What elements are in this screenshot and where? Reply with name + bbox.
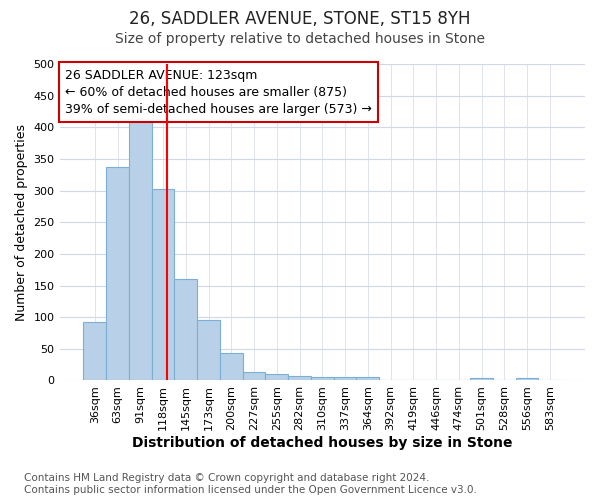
Text: Contains HM Land Registry data © Crown copyright and database right 2024.
Contai: Contains HM Land Registry data © Crown c… [24,474,477,495]
Bar [152,188,175,380]
Y-axis label: Number of detached properties: Number of detached properties [15,124,28,320]
Bar [515,378,538,380]
Bar [334,378,356,380]
Bar [356,378,379,380]
Text: 26, SADDLER AVENUE, STONE, ST15 8YH: 26, SADDLER AVENUE, STONE, ST15 8YH [129,10,471,28]
Text: 26 SADDLER AVENUE: 123sqm
← 60% of detached houses are smaller (875)
39% of semi: 26 SADDLER AVENUE: 123sqm ← 60% of detac… [65,68,371,116]
Bar [288,376,311,380]
Bar [470,378,493,380]
Bar [106,167,129,380]
Bar [175,278,197,380]
Bar [311,378,334,380]
Bar [129,122,152,380]
Bar [197,320,220,380]
Bar [242,372,265,380]
Bar [265,374,288,380]
Bar [220,352,242,380]
Text: Size of property relative to detached houses in Stone: Size of property relative to detached ho… [115,32,485,46]
Bar [83,322,106,380]
X-axis label: Distribution of detached houses by size in Stone: Distribution of detached houses by size … [132,436,512,450]
